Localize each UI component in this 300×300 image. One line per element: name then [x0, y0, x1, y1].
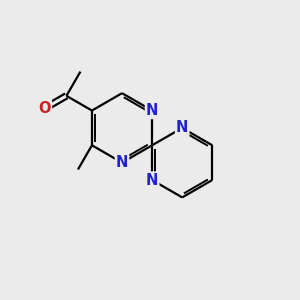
Text: N: N [176, 120, 188, 135]
Text: N: N [146, 103, 158, 118]
Text: O: O [38, 101, 51, 116]
Text: N: N [116, 155, 128, 170]
Text: N: N [146, 172, 158, 188]
